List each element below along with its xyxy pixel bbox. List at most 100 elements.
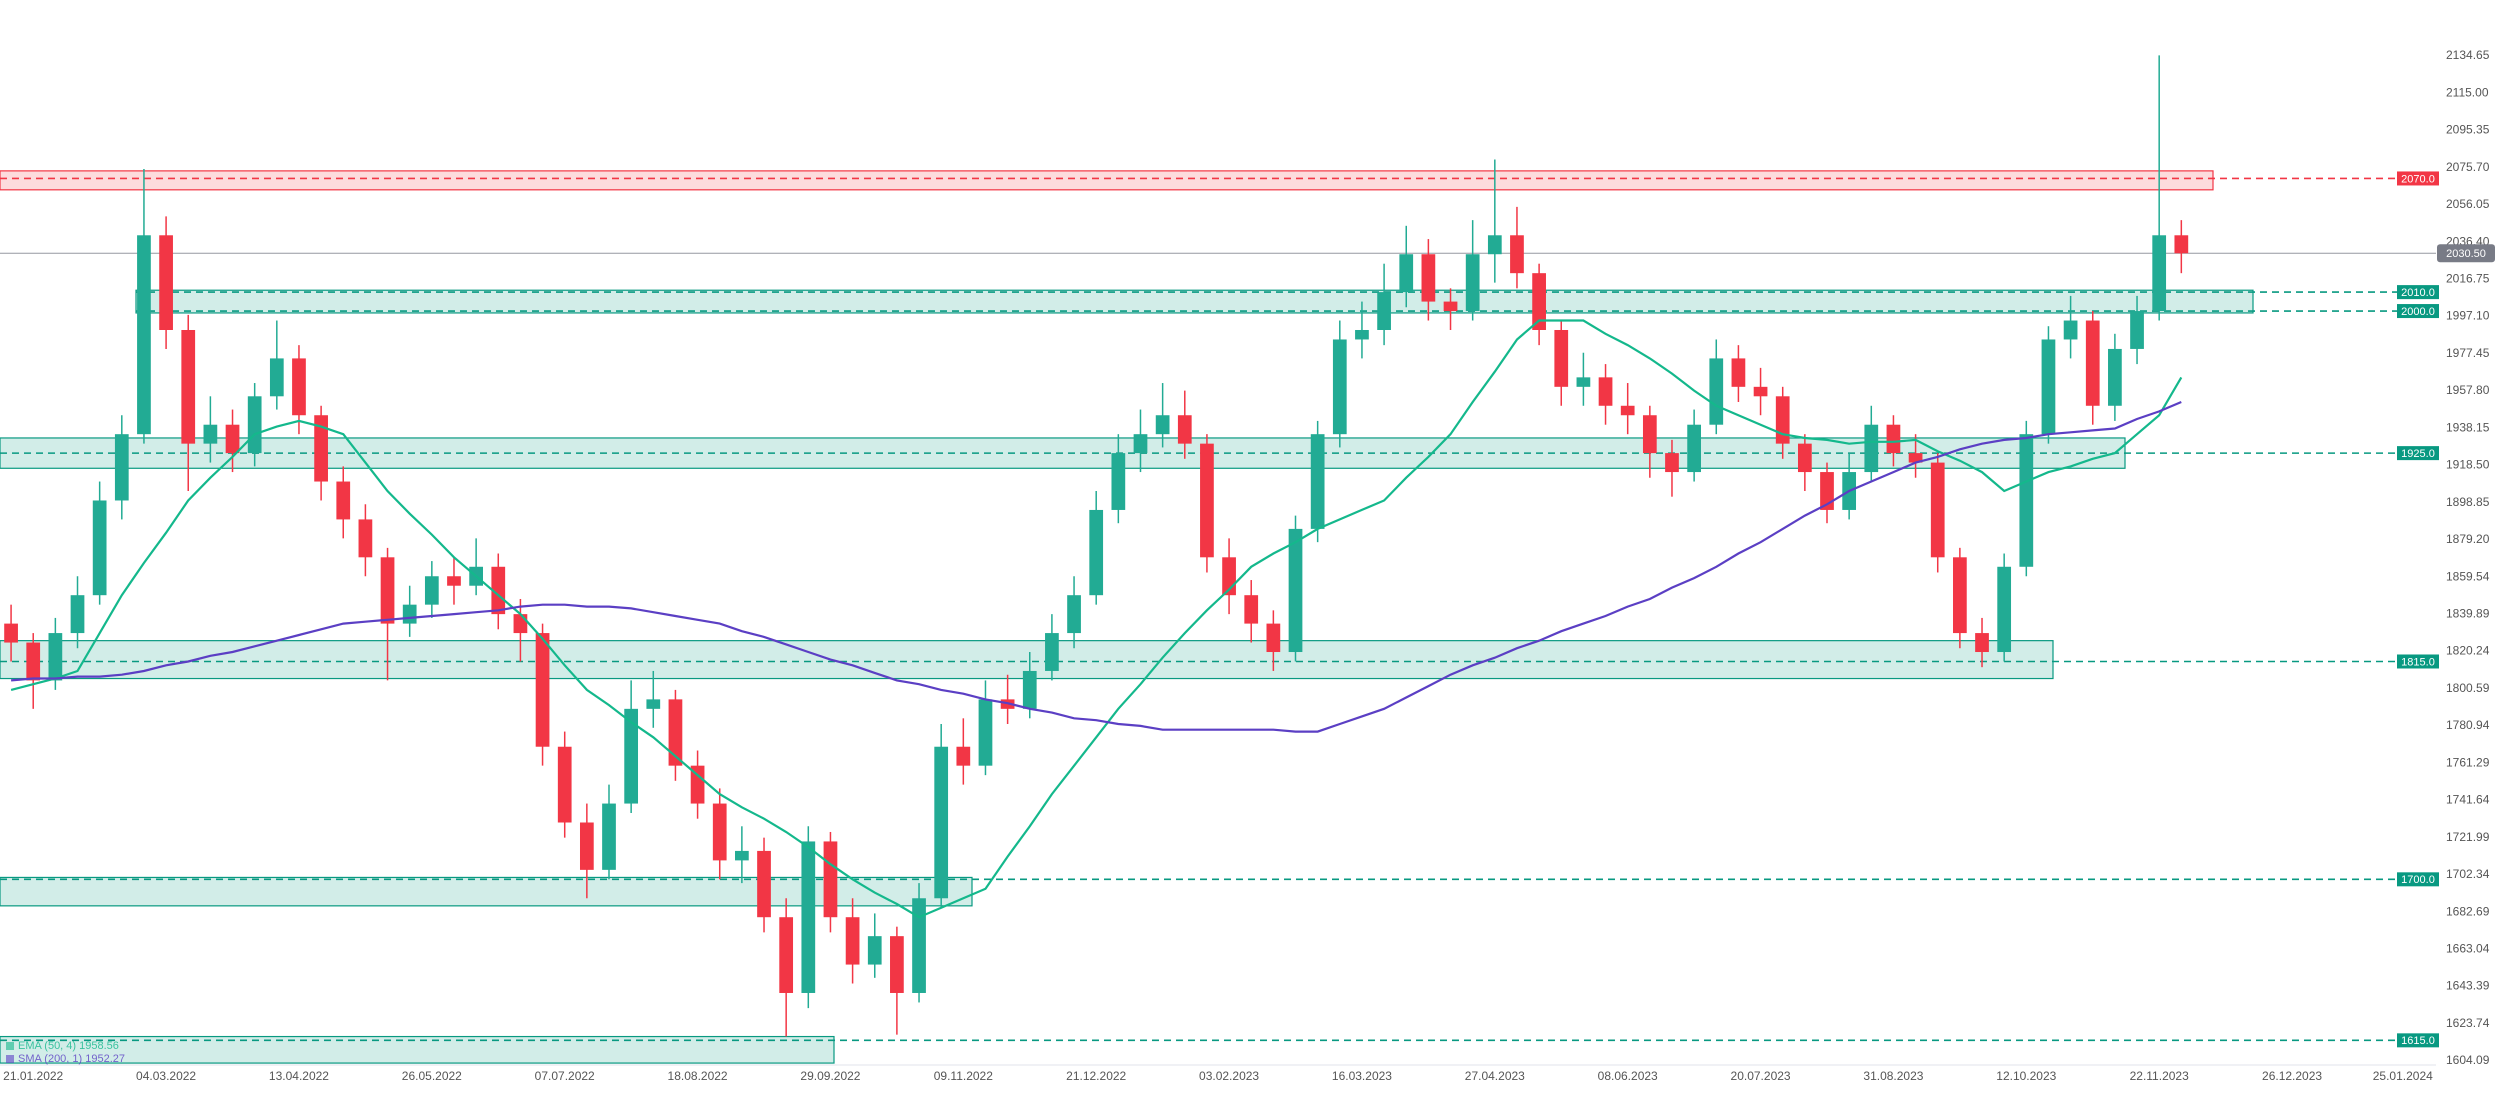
y-tick-label: 1997.10 <box>2446 309 2490 323</box>
candle-body <box>624 708 639 804</box>
y-tick-label: 1800.59 <box>2446 681 2490 695</box>
candle-body <box>2108 348 2122 406</box>
candle-body <box>2085 320 2100 406</box>
candle-body <box>1532 273 1546 330</box>
candle-body <box>845 917 860 965</box>
candle-body <box>1067 595 1081 634</box>
candle-body <box>424 576 439 605</box>
y-tick-label: 1604.09 <box>2446 1053 2490 1067</box>
y-tick-label: 1820.24 <box>2446 644 2490 658</box>
x-tick-label: 09.11.2022 <box>934 1069 993 1083</box>
x-tick-label: 18.08.2022 <box>668 1069 728 1083</box>
candle-body <box>1022 670 1037 709</box>
candle-body <box>1421 254 1436 302</box>
x-tick-label: 26.05.2022 <box>402 1069 462 1083</box>
y-tick-label: 2095.35 <box>2446 123 2490 137</box>
candle-body <box>978 699 993 766</box>
y-tick-label: 1977.45 <box>2446 346 2490 360</box>
candle-body <box>890 936 904 993</box>
level-tag <box>2397 304 2439 319</box>
candle-body <box>203 424 218 444</box>
candle-body <box>2063 320 2078 340</box>
candle-body <box>1133 434 1148 454</box>
candle-body <box>1598 377 1613 406</box>
zone-box <box>0 170 2214 191</box>
candle-body <box>1177 415 1192 444</box>
candle-body <box>114 434 129 501</box>
candle-body <box>1355 329 1369 340</box>
candle-body <box>668 699 683 766</box>
y-tick-label: 1663.04 <box>2446 942 2490 956</box>
candle-body <box>4 623 18 643</box>
candle-body <box>1510 235 1524 274</box>
y-tick-label: 1859.54 <box>2446 569 2490 583</box>
x-tick-label: 22.11.2023 <box>2130 1069 2189 1083</box>
candle-body <box>2174 235 2189 254</box>
level-tag-label: 1615.0 <box>2401 1035 2435 1047</box>
candle-body <box>956 746 971 766</box>
candle-body <box>690 765 705 804</box>
candle-body <box>801 841 816 993</box>
level-tag-label: 2000.0 <box>2401 306 2435 318</box>
y-tick-label: 1938.15 <box>2446 420 2490 434</box>
candle-body <box>247 396 262 454</box>
y-tick-label: 1898.85 <box>2446 495 2490 509</box>
candle-body <box>2130 311 2144 349</box>
y-tick-label: 2056.05 <box>2446 197 2490 211</box>
level-tag <box>2397 872 2439 887</box>
y-tick-label: 1741.64 <box>2446 793 2490 807</box>
x-tick-label: 26.12.2023 <box>2262 1069 2322 1083</box>
legend-label: EMA (50, 4) 1958.56 <box>18 1040 119 1052</box>
candle-body <box>579 822 594 870</box>
x-tick-label: 25.01.2024 <box>2373 1069 2433 1083</box>
x-tick-label: 29.09.2022 <box>800 1069 860 1083</box>
candle-body <box>823 841 838 918</box>
candle-body <box>447 576 461 586</box>
candle-body <box>491 566 506 615</box>
x-tick-label: 12.10.2023 <box>1996 1069 2056 1083</box>
y-tick-label: 1623.74 <box>2446 1016 2490 1030</box>
y-tick-label: 1761.29 <box>2446 755 2490 769</box>
candle-body <box>159 235 173 330</box>
candle-body <box>137 235 151 435</box>
candle-body <box>602 803 616 870</box>
candle-body <box>1443 301 1458 312</box>
candle-body <box>1288 528 1303 653</box>
candle-body <box>26 642 41 681</box>
y-tick-label: 1918.50 <box>2446 458 2490 472</box>
candle-body <box>1820 472 1834 510</box>
candle-body <box>557 746 572 823</box>
candle-body <box>1731 358 1746 387</box>
candle-body <box>1886 424 1901 454</box>
candle-body <box>2041 339 2056 435</box>
candle-body <box>1908 453 1923 463</box>
x-tick-label: 04.03.2022 <box>136 1069 196 1083</box>
candle-body <box>1244 595 1259 624</box>
candle-body <box>1200 443 1214 558</box>
candle-body <box>1709 358 1724 425</box>
candle-body <box>1975 633 1989 653</box>
candle-body <box>1953 557 1967 634</box>
candle-body <box>1332 339 1347 435</box>
level-tag-label: 2010.0 <box>2401 287 2435 299</box>
x-tick-label: 31.08.2023 <box>1863 1069 1923 1083</box>
zone-box <box>135 289 2254 314</box>
candle-body <box>1089 509 1104 596</box>
level-tag-label: 1925.0 <box>2401 448 2435 460</box>
candle-body <box>1642 415 1657 454</box>
y-tick-label: 1879.20 <box>2446 532 2490 546</box>
candle-body <box>92 500 107 596</box>
candle-body <box>336 481 351 520</box>
candle-body <box>181 329 196 444</box>
y-tick-label: 1780.94 <box>2446 718 2490 732</box>
candle-body <box>1997 566 2012 653</box>
level-tag <box>2397 285 2439 300</box>
candle-body <box>1377 292 1391 330</box>
y-tick-label: 1643.39 <box>2446 979 2490 993</box>
legend-swatch <box>6 1042 14 1050</box>
level-tag-label: 2070.0 <box>2401 173 2435 185</box>
candle-body <box>1753 386 1768 397</box>
candle-body <box>1576 377 1591 387</box>
